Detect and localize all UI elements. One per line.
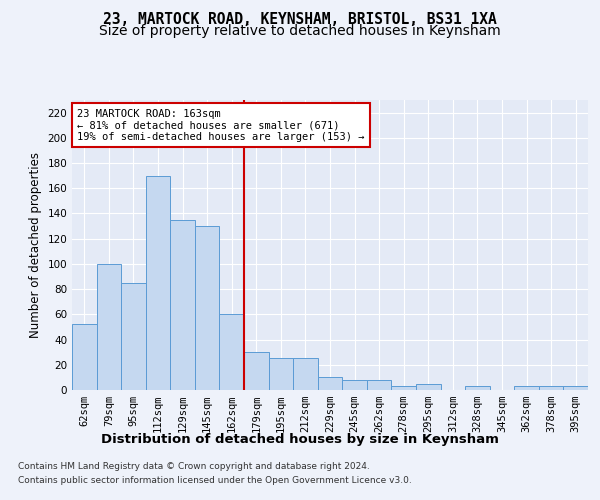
Bar (514, 386, 539, 390)
Text: 23, MARTOCK ROAD, KEYNSHAM, BRISTOL, BS31 1XA: 23, MARTOCK ROAD, KEYNSHAM, BRISTOL, BS3… (103, 12, 497, 28)
Bar (195, 226, 220, 390)
Bar (244, 352, 269, 390)
Text: Contains HM Land Registry data © Crown copyright and database right 2024.: Contains HM Land Registry data © Crown c… (18, 462, 370, 471)
Bar (391, 386, 416, 390)
Bar (146, 176, 170, 390)
Bar (72, 324, 97, 390)
Text: 23 MARTOCK ROAD: 163sqm
← 81% of detached houses are smaller (671)
19% of semi-d: 23 MARTOCK ROAD: 163sqm ← 81% of detache… (77, 108, 365, 142)
Text: Size of property relative to detached houses in Keynsham: Size of property relative to detached ho… (99, 24, 501, 38)
Bar (293, 358, 318, 390)
Bar (563, 386, 588, 390)
Text: Contains public sector information licensed under the Open Government Licence v3: Contains public sector information licen… (18, 476, 412, 485)
Bar (170, 220, 195, 390)
Bar (318, 378, 342, 390)
Y-axis label: Number of detached properties: Number of detached properties (29, 152, 42, 338)
Bar (539, 386, 563, 390)
Bar (465, 386, 490, 390)
Bar (342, 380, 367, 390)
Bar (367, 380, 391, 390)
Bar (220, 314, 244, 390)
Bar (416, 384, 440, 390)
Bar (97, 264, 121, 390)
Bar (269, 358, 293, 390)
Bar (121, 283, 146, 390)
Text: Distribution of detached houses by size in Keynsham: Distribution of detached houses by size … (101, 432, 499, 446)
